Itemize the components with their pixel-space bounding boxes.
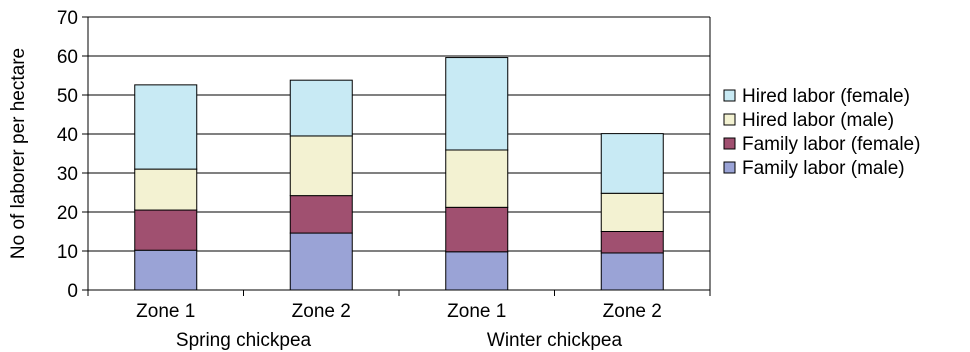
y-axis-title: No of laborer per hectare xyxy=(8,48,29,259)
legend-label: Family labor (male) xyxy=(742,158,905,179)
group-label: Winter chickpea xyxy=(487,330,623,351)
axes xyxy=(82,16,711,296)
x-tick-label: Zone 1 xyxy=(447,301,506,322)
y-tick-label: 10 xyxy=(57,242,78,263)
bar-segment xyxy=(445,149,509,208)
legend-swatch xyxy=(723,137,736,150)
legend-swatch xyxy=(723,161,736,174)
bars xyxy=(134,57,664,291)
y-tick-labels: 0 10 20 30 40 50 60 70 xyxy=(57,8,78,302)
x-tick-label: Zone 2 xyxy=(603,301,662,322)
x-tick-labels: Zone 1 Zone 2 Zone 1 Zone 2 xyxy=(136,301,662,322)
bar-segment xyxy=(445,206,509,253)
bar-segment xyxy=(134,168,198,211)
bar-segment xyxy=(134,249,198,291)
bar-segment xyxy=(289,232,353,291)
bar-segment xyxy=(600,252,664,291)
group-label: Spring chickpea xyxy=(176,330,312,351)
y-tick-label: 0 xyxy=(67,281,78,302)
bar-segment xyxy=(134,84,198,170)
group-labels: Spring chickpea Winter chickpea xyxy=(176,330,623,351)
bar-segment xyxy=(445,251,509,291)
y-tick-label: 40 xyxy=(57,125,78,146)
legend-swatch xyxy=(723,89,736,102)
bar-segment xyxy=(289,135,353,197)
legend: Hired labor (female) Hired labor (male) Fa… xyxy=(723,86,920,179)
y-tick-label: 70 xyxy=(57,8,78,29)
bar-segment xyxy=(600,192,664,232)
legend-label: Family labor (female) xyxy=(742,134,920,155)
bar-segment xyxy=(134,209,198,251)
y-tick-label: 60 xyxy=(57,47,78,68)
bar-segment xyxy=(600,133,664,194)
y-tick-label: 30 xyxy=(57,164,78,185)
y-tick-label: 20 xyxy=(57,203,78,224)
bar-segment xyxy=(289,79,353,137)
x-tick-label: Zone 2 xyxy=(292,301,351,322)
bar-segment xyxy=(289,195,353,234)
legend-label: Hired labor (male) xyxy=(742,110,894,131)
x-tick-label: Zone 1 xyxy=(136,301,195,322)
legend-swatch xyxy=(723,113,736,126)
bar-segment xyxy=(445,57,509,151)
legend-label: Hired labor (female) xyxy=(742,86,910,107)
y-tick-label: 50 xyxy=(57,86,78,107)
bar-segment xyxy=(600,231,664,254)
